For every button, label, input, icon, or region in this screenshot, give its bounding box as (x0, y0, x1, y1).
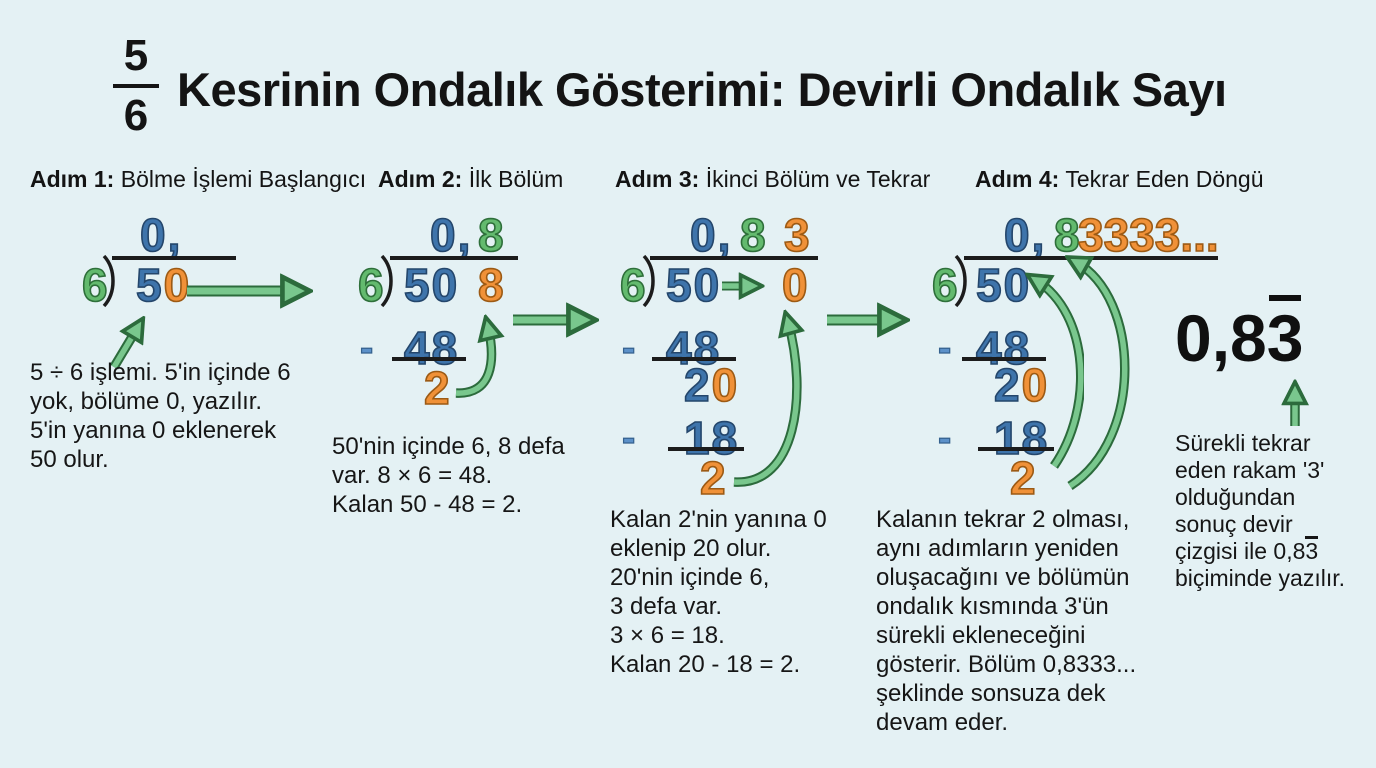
division-bracket (380, 254, 393, 308)
result-value-prefix: 0,8 (1175, 301, 1267, 375)
step-4-note: Kalanın tekrar 2 olması, aynı adımların … (876, 506, 1137, 736)
arrow-cycle-inner-icon (1018, 258, 1084, 469)
step-2-remainder: 2 (423, 362, 452, 414)
result-note-after: biçiminde yazılır. (1175, 565, 1346, 591)
step-4-divisor: 6 (931, 259, 960, 311)
arrow-up-diagonal-icon (109, 303, 162, 370)
fraction-5-6: 5 6 (112, 34, 160, 138)
step-2-label: Adım 2: (378, 166, 463, 192)
step-3-quotient-0: 0, (689, 209, 733, 261)
step-2-note: 50'nin içinde 6, 8 defa var. 8 × 6 = 48.… (332, 433, 565, 518)
new-number-digit-0: 0 (711, 359, 740, 411)
step-2-product: 48 (403, 322, 460, 374)
result-note-value: 0,8 (1273, 538, 1306, 564)
step-3-dividend: 50 (665, 259, 722, 311)
step-4-product-2: 18 (993, 412, 1050, 464)
step-3-new-number: 20 (683, 359, 740, 411)
new-number-digit-2: 2 (683, 359, 712, 411)
step-4-quotient-repeating: 3333... (1077, 209, 1219, 261)
minus-sign: - (937, 326, 952, 370)
step-2-header: Adım 2: İlk Bölüm (378, 166, 563, 193)
step-4-new-number: 20 (993, 359, 1050, 411)
arrow-right-icon (827, 300, 930, 340)
step-2-title: İlk Bölüm (468, 166, 564, 192)
step-2-quotient-8: 8 (477, 209, 506, 261)
arrow-curved-up-icon (733, 302, 816, 487)
step-3-label: Adım 3: (615, 166, 700, 192)
division-bracket (102, 254, 115, 308)
subtraction-line (392, 357, 466, 361)
division-line (112, 256, 236, 260)
step-3-divisor: 6 (619, 259, 648, 311)
step-1-title: Bölme İşlemi Başlangıcı (120, 166, 367, 192)
step-2-divisor: 6 (357, 259, 386, 311)
step-1-dividend: 50 (135, 259, 192, 311)
fraction-denominator: 6 (123, 91, 149, 140)
arrow-up-icon (1274, 372, 1316, 426)
step-4-quotient-8: 8 (1053, 209, 1082, 261)
arrow-right-small-icon (722, 272, 782, 300)
subtraction-line (668, 447, 744, 451)
step-3-note: Kalan 2'nin yanına 0 eklenip 20 olur. 20… (610, 506, 827, 678)
arrow-right-icon (187, 272, 340, 310)
new-number-digit-2: 2 (993, 359, 1022, 411)
division-bracket (954, 254, 967, 308)
step-4-product-1: 48 (975, 322, 1032, 374)
step-4-quotient-0: 0, (1003, 209, 1047, 261)
minus-sign: - (621, 326, 636, 370)
step-3-title: İkinci Bölüm ve Tekrar (705, 166, 931, 192)
division-line (390, 256, 518, 260)
result-note-before: Sürekli tekrar eden rakam '3' olduğundan… (1175, 430, 1325, 564)
step-3-product-2: 18 (683, 412, 740, 464)
result-note-repeating: 3 (1305, 538, 1319, 564)
step-3-remainder: 2 (699, 452, 728, 504)
step-3-header: Adım 3: İkinci Bölüm ve Tekrar (615, 166, 930, 193)
step-1-divisor: 6 (81, 259, 110, 311)
step-4-dividend: 50 (975, 259, 1032, 311)
step-1-quotient: 0, (139, 209, 183, 261)
minus-sign: - (937, 416, 952, 460)
step-1-note: 5 ÷ 6 işlemi. 5'in içinde 6 yok, bölüme … (30, 359, 291, 473)
minus-sign: - (359, 326, 374, 370)
step-1-header: Adım 1: Bölme İşlemi Başlangıcı (30, 166, 366, 193)
arrow-right-icon (513, 300, 620, 340)
arrow-cycle-outer-icon (1040, 248, 1130, 490)
step-4-remainder: 2 (1009, 452, 1038, 504)
result-note: Sürekli tekrar eden rakam '3' olduğundan… (1175, 430, 1376, 592)
result-value: 0,83 (1175, 305, 1303, 371)
step-3-product-1: 48 (665, 322, 722, 374)
fraction-numerator: 5 (123, 31, 149, 80)
step-2-side-digit: 8 (477, 259, 506, 311)
fraction-bar (113, 84, 159, 88)
dividend-appended-0: 0 (163, 259, 192, 311)
new-number-digit-0: 0 (1021, 359, 1050, 411)
step-2-dividend: 50 (403, 259, 460, 311)
step-4-title: Tekrar Eden Döngü (1065, 166, 1264, 192)
division-line (650, 256, 818, 260)
subtraction-line (652, 357, 736, 361)
page-title: Kesrinin Ondalık Gösterimi: Devirli Onda… (177, 63, 1227, 116)
step-3-quotient-8: 8 (739, 209, 768, 261)
dividend-digit-5: 5 (135, 259, 164, 311)
subtraction-line (962, 357, 1046, 361)
step-3-quotient-3: 3 (783, 209, 812, 261)
step-2-quotient-0: 0, (429, 209, 473, 261)
result-repeating-digit: 3 (1266, 301, 1304, 375)
minus-sign: - (621, 416, 636, 460)
step-3-appended-zero: 0 (781, 259, 810, 311)
step-4-label: Adım 4: (975, 166, 1060, 192)
step-1-label: Adım 1: (30, 166, 115, 192)
subtraction-line (978, 447, 1054, 451)
arrow-curved-up-icon (455, 303, 508, 398)
division-bracket (642, 254, 655, 308)
step-4-header: Adım 4: Tekrar Eden Döngü (975, 166, 1264, 193)
